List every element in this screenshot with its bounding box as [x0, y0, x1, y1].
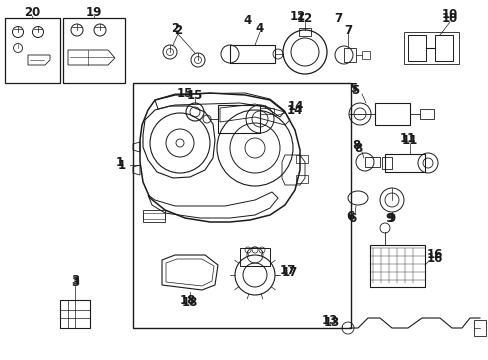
- Bar: [419, 109, 433, 119]
- Text: 10: 10: [441, 12, 457, 24]
- Bar: [473, 320, 485, 336]
- Bar: [361, 51, 369, 59]
- Text: 14: 14: [286, 104, 303, 117]
- Text: 13: 13: [321, 314, 337, 327]
- Text: 9: 9: [387, 212, 395, 225]
- Text: 2: 2: [171, 22, 179, 35]
- Text: 11: 11: [399, 131, 415, 144]
- Text: 16: 16: [426, 248, 442, 261]
- Bar: [364, 157, 379, 167]
- Text: 8: 8: [351, 139, 359, 152]
- Text: 7: 7: [343, 23, 351, 36]
- Text: 3: 3: [71, 274, 79, 287]
- Bar: [369, 245, 424, 287]
- Text: 3: 3: [71, 275, 79, 288]
- Bar: [133, 83, 350, 328]
- Text: 16: 16: [426, 252, 442, 265]
- Text: 14: 14: [287, 99, 304, 112]
- Text: 4: 4: [255, 22, 264, 35]
- Bar: [298, 28, 310, 36]
- Text: 11: 11: [401, 134, 417, 147]
- Bar: [142, 210, 164, 222]
- Text: 18: 18: [180, 293, 196, 306]
- Text: 1: 1: [118, 158, 126, 171]
- Bar: [229, 45, 274, 63]
- Bar: [5, 18, 60, 83]
- Text: 5: 5: [350, 84, 358, 96]
- Bar: [63, 18, 125, 83]
- Text: 8: 8: [353, 141, 362, 154]
- Text: 5: 5: [348, 81, 356, 95]
- Bar: [142, 213, 164, 219]
- Text: 20: 20: [24, 5, 40, 18]
- Bar: [403, 32, 458, 64]
- Text: 17: 17: [279, 264, 296, 276]
- Text: 4: 4: [244, 14, 252, 27]
- Bar: [434, 35, 452, 61]
- Text: 19: 19: [85, 5, 102, 18]
- Text: 18: 18: [182, 296, 198, 309]
- Text: 15: 15: [177, 86, 193, 99]
- Text: 6: 6: [347, 212, 355, 225]
- Text: 12: 12: [289, 9, 305, 23]
- Bar: [384, 154, 424, 172]
- Bar: [218, 105, 260, 133]
- Text: 12: 12: [296, 12, 312, 24]
- Text: 9: 9: [385, 212, 393, 225]
- Text: 15: 15: [186, 89, 203, 102]
- Bar: [60, 300, 90, 328]
- Bar: [343, 48, 355, 62]
- Text: 17: 17: [281, 266, 298, 279]
- Text: 1: 1: [116, 156, 124, 168]
- Bar: [295, 175, 307, 183]
- Text: 10: 10: [441, 8, 457, 21]
- Bar: [240, 248, 269, 266]
- Text: 6: 6: [345, 210, 353, 222]
- Bar: [381, 157, 391, 169]
- Text: 2: 2: [174, 23, 182, 36]
- Bar: [260, 108, 273, 114]
- Text: 7: 7: [333, 12, 342, 24]
- Text: 13: 13: [323, 315, 340, 328]
- Bar: [374, 103, 409, 125]
- Bar: [295, 155, 307, 163]
- Bar: [407, 35, 425, 61]
